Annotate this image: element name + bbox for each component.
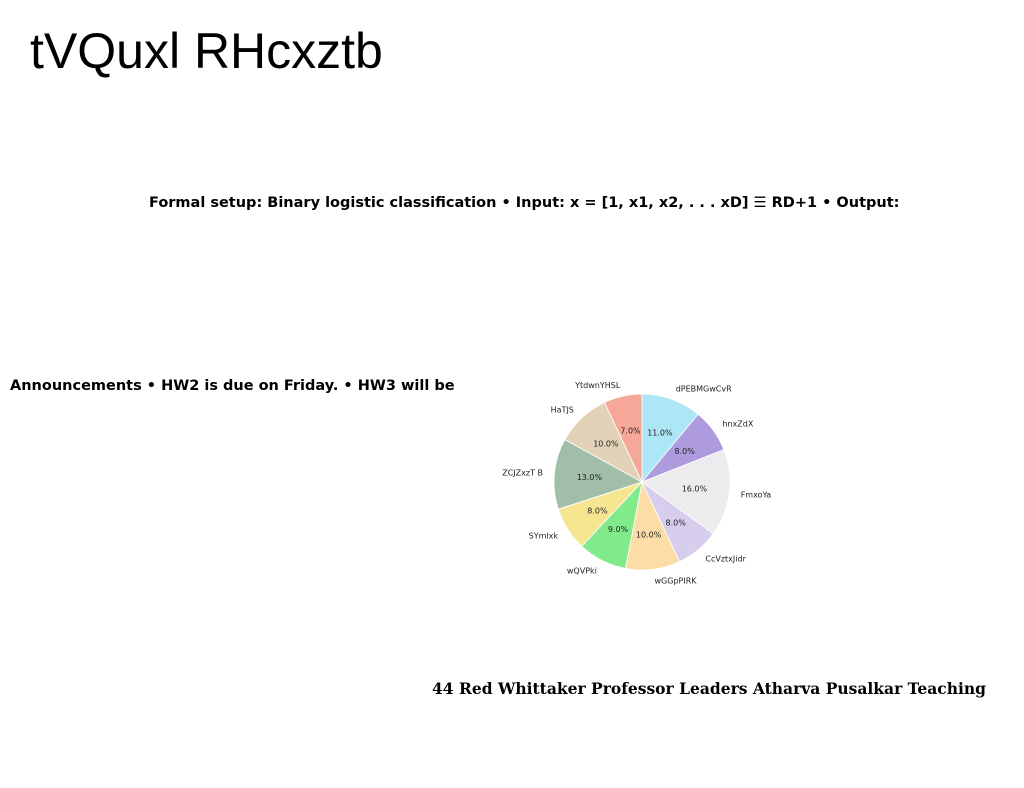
pie-slice-label-7: ZCJZxzT B <box>502 469 543 478</box>
announcements-text: Announcements • HW2 is due on Friday. • … <box>10 378 455 394</box>
pie-chart-svg: 11.0% dPEBMGwCvR 8.0% hnxZdX 16.0% FmxoYa 8.0%… <box>502 381 772 586</box>
pie-pct-label-2: 16.0% <box>682 485 708 494</box>
pie-slice-label-4: wGGpPIRK <box>655 577 698 586</box>
pie-pct-label-3: 8.0% <box>666 519 687 528</box>
teaching-text: 44 Red Whittaker Professor Leaders Athar… <box>432 679 986 698</box>
pie-pct-label-7: 13.0% <box>577 473 603 482</box>
pie-pct-label-6: 8.0% <box>587 506 608 515</box>
pie-slice-label-6: SYmlxk <box>529 531 559 540</box>
pie-slice-7 <box>553 439 644 510</box>
pie-pct-label-9: 7.0% <box>620 427 641 436</box>
pie-slice-label-3: CcVztxJidr <box>705 555 746 564</box>
pie-pct-label-8: 10.0% <box>593 440 619 449</box>
pie-slice-label-9: YtdwnYHSL <box>574 381 621 390</box>
pie-slice-2 <box>641 449 731 535</box>
pie-pct-label-0: 11.0% <box>647 428 673 437</box>
pie-slice-label-1: hnxZdX <box>722 420 753 429</box>
pie-pct-label-1: 8.0% <box>675 447 696 456</box>
pie-pct-label-5: 9.0% <box>608 525 629 534</box>
formal-setup-text: Formal setup: Binary logistic classifica… <box>149 195 900 211</box>
page-title: tVQuxl RHcxztb <box>30 23 383 79</box>
pie-slice-label-8: HaTJS <box>551 406 574 415</box>
pie-pct-label-4: 10.0% <box>636 530 662 539</box>
pie-slice-label-0: dPEBMGwCvR <box>676 384 732 393</box>
pie-slice-9 <box>603 393 643 483</box>
pie-chart: 11.0% dPEBMGwCvR 8.0% hnxZdX 16.0% FmxoYa 8.0%… <box>490 360 790 610</box>
pie-slice-label-2: FmxoYa <box>741 491 772 500</box>
pie-slice-label-5: wQVPki <box>567 567 597 576</box>
